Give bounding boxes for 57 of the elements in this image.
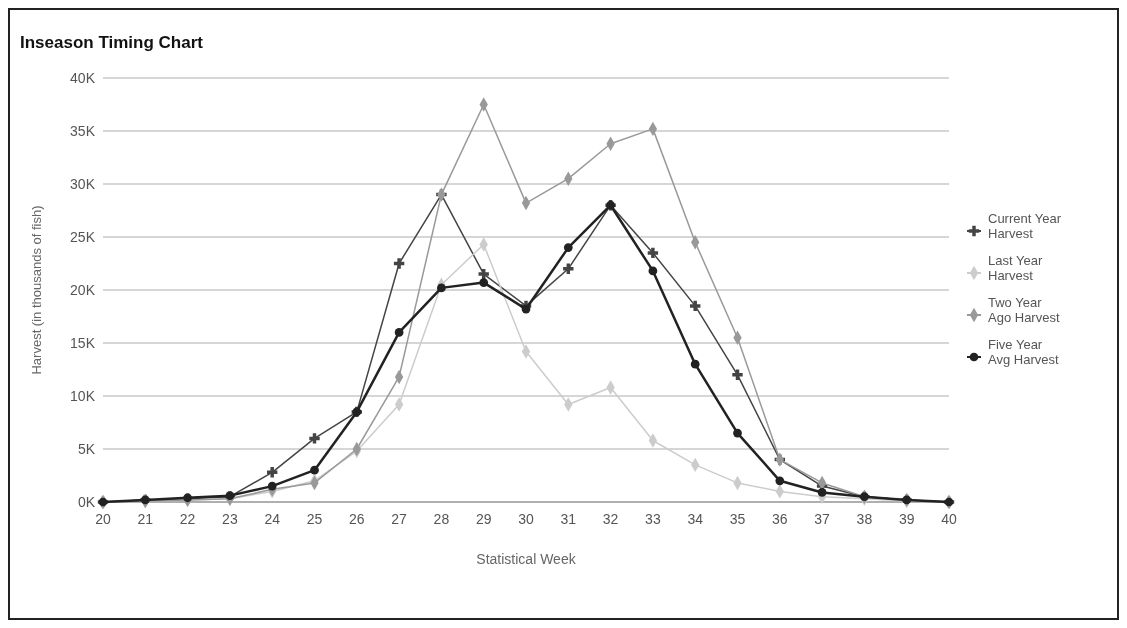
point (563, 263, 574, 274)
point (437, 283, 446, 293)
x-tick-label: 34 (687, 511, 704, 527)
point (478, 268, 489, 280)
x-tick-label: 27 (391, 511, 408, 527)
x-tick-label: 22 (179, 511, 196, 527)
point (563, 243, 573, 252)
y-tick-label: 25K (70, 228, 96, 245)
y-tick-label: 40K (70, 69, 96, 86)
point (521, 304, 531, 314)
y-tick-label: 30K (70, 175, 96, 192)
x-tick-label: 20 (95, 511, 111, 527)
x-tick-label: 39 (898, 511, 915, 527)
legend-label: Current Year Harvest (988, 211, 1062, 241)
x-tick-label: 29 (475, 511, 492, 527)
point (309, 433, 320, 444)
x-tick-label: 25 (306, 511, 323, 527)
x-tick-label: 23 (222, 511, 238, 527)
x-tick-label: 38 (856, 511, 873, 527)
x-tick-label: 24 (264, 511, 281, 527)
point (267, 467, 278, 478)
x-tick-label: 33 (645, 511, 661, 527)
point (393, 258, 405, 269)
chart-title: Inseason Timing Chart (20, 33, 204, 52)
point (733, 428, 742, 438)
y-tick-label: 35K (70, 122, 96, 139)
point (267, 481, 277, 491)
x-tick-label: 40 (941, 511, 957, 527)
legend-label: Two Year Ago Harvest (988, 295, 1060, 325)
y-axis-title: Harvest (in thousands of fish) (29, 205, 44, 375)
x-tick-label: 28 (433, 511, 450, 527)
point (732, 369, 743, 380)
x-tick-label: 21 (137, 511, 154, 527)
x-tick-label: 32 (602, 511, 619, 527)
legend-label: Last Year Harvest (988, 253, 1043, 283)
point (479, 278, 489, 287)
point (690, 359, 700, 369)
point (647, 247, 659, 259)
x-tick-label: 31 (560, 511, 577, 527)
x-axis-title: Statistical Week (476, 551, 577, 567)
point (394, 328, 404, 337)
legend-label: Five Year Avg Harvest (988, 337, 1059, 367)
y-tick-label: 20K (70, 281, 96, 298)
x-tick-label: 37 (814, 511, 831, 527)
x-tick-label: 30 (518, 511, 534, 527)
point (690, 300, 701, 312)
point (817, 488, 827, 497)
x-tick-label: 26 (349, 511, 365, 527)
point (648, 266, 658, 276)
point (310, 465, 319, 475)
y-tick-label: 0K (77, 493, 96, 510)
x-tick-label: 36 (772, 511, 788, 527)
y-tick-label: 5K (77, 440, 96, 457)
x-tick-label: 35 (729, 511, 746, 527)
y-tick-label: 10K (70, 387, 96, 404)
point (775, 476, 785, 486)
y-tick-label: 15K (70, 334, 96, 351)
